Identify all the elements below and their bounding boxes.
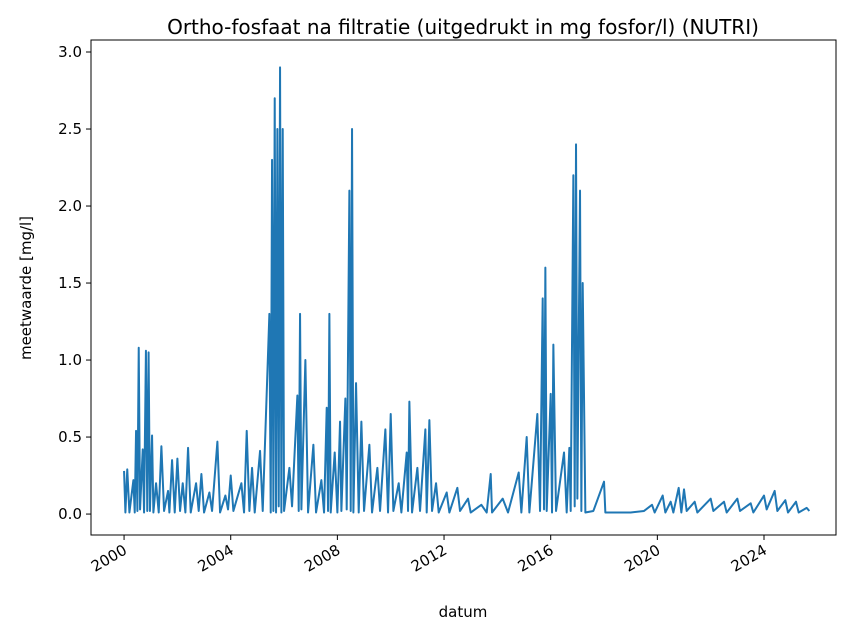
- y-tick-label: 1.5: [58, 274, 82, 292]
- y-tick-label: 2.0: [58, 197, 82, 215]
- x-tick-label: 2008: [301, 541, 343, 576]
- chart-title: Ortho-fosfaat na filtratie (uitgedrukt i…: [167, 15, 759, 39]
- x-tick-label: 2004: [195, 541, 237, 576]
- y-tick-label: 3.0: [58, 43, 82, 61]
- x-tick-label: 2016: [515, 541, 557, 576]
- x-tick-label: 2012: [408, 541, 450, 576]
- y-axis-label: meetwaarde [mg/l]: [17, 216, 35, 360]
- plot-area: [123, 66, 811, 514]
- y-tick-label: 2.5: [58, 120, 82, 138]
- x-tick-label: 2024: [728, 541, 770, 576]
- y-tick-label: 0.5: [58, 428, 82, 446]
- y-tick-label: 1.0: [58, 351, 82, 369]
- x-tick-label: 2020: [621, 541, 663, 576]
- x-axis-label: datum: [439, 603, 488, 621]
- data-line: [123, 66, 811, 514]
- x-tick-label: 2000: [88, 541, 130, 576]
- axes-frame: [90, 39, 837, 536]
- y-tick-label: 0.0: [58, 505, 82, 523]
